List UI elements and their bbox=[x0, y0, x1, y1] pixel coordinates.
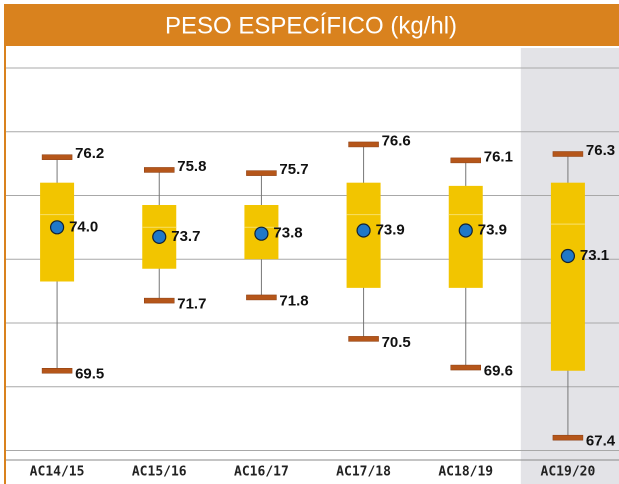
mean-marker bbox=[458, 223, 473, 238]
whisker-cap bbox=[348, 141, 379, 148]
mean-marker bbox=[560, 248, 576, 264]
max-label: 76.2 bbox=[75, 145, 104, 162]
max-label: 76.6 bbox=[382, 132, 411, 149]
whisker-cap bbox=[41, 368, 73, 374]
x-tick-label: AC18/19 bbox=[438, 465, 493, 480]
whisker-cap bbox=[348, 336, 379, 342]
whisker-cap bbox=[246, 294, 277, 301]
max-label: 76.1 bbox=[484, 148, 513, 165]
min-label: 71.7 bbox=[177, 296, 206, 313]
x-tick-label: AC14/15 bbox=[30, 465, 85, 480]
min-label: 70.5 bbox=[382, 334, 411, 351]
whisker-cap bbox=[450, 157, 481, 164]
mean-marker bbox=[356, 223, 371, 238]
x-tick-label: AC16/17 bbox=[234, 465, 289, 480]
mean-label: 73.8 bbox=[273, 225, 302, 242]
chart-title: PESO ESPECÍFICO (kg/hl) bbox=[165, 12, 457, 39]
whisker-cap bbox=[41, 154, 73, 160]
box bbox=[550, 182, 585, 371]
title-bar bbox=[4, 4, 619, 46]
whisker-cap bbox=[246, 170, 277, 176]
whisker-cap bbox=[144, 297, 175, 304]
mean-label: 73.7 bbox=[171, 228, 200, 245]
whisker-cap bbox=[552, 151, 584, 157]
min-label: 71.8 bbox=[279, 292, 308, 309]
mean-marker bbox=[254, 226, 269, 241]
mean-label: 73.1 bbox=[580, 247, 609, 264]
whisker-cap bbox=[144, 167, 175, 173]
whisker-cap bbox=[552, 434, 584, 441]
min-label: 67.4 bbox=[586, 433, 616, 450]
x-tick-label: AC15/16 bbox=[132, 465, 187, 480]
max-label: 76.3 bbox=[586, 142, 615, 159]
mean-marker bbox=[152, 229, 167, 244]
min-label: 69.6 bbox=[484, 363, 513, 380]
x-tick-label: AC19/20 bbox=[541, 465, 596, 480]
mean-marker bbox=[49, 220, 65, 235]
mean-label: 73.9 bbox=[478, 221, 507, 238]
max-label: 75.7 bbox=[279, 161, 308, 178]
mean-label: 74.0 bbox=[69, 218, 98, 235]
mean-label: 73.9 bbox=[376, 221, 405, 238]
min-label: 69.5 bbox=[75, 366, 104, 383]
max-label: 75.8 bbox=[177, 158, 206, 175]
whisker-cap bbox=[450, 364, 481, 371]
x-tick-label: AC17/18 bbox=[336, 465, 391, 480]
